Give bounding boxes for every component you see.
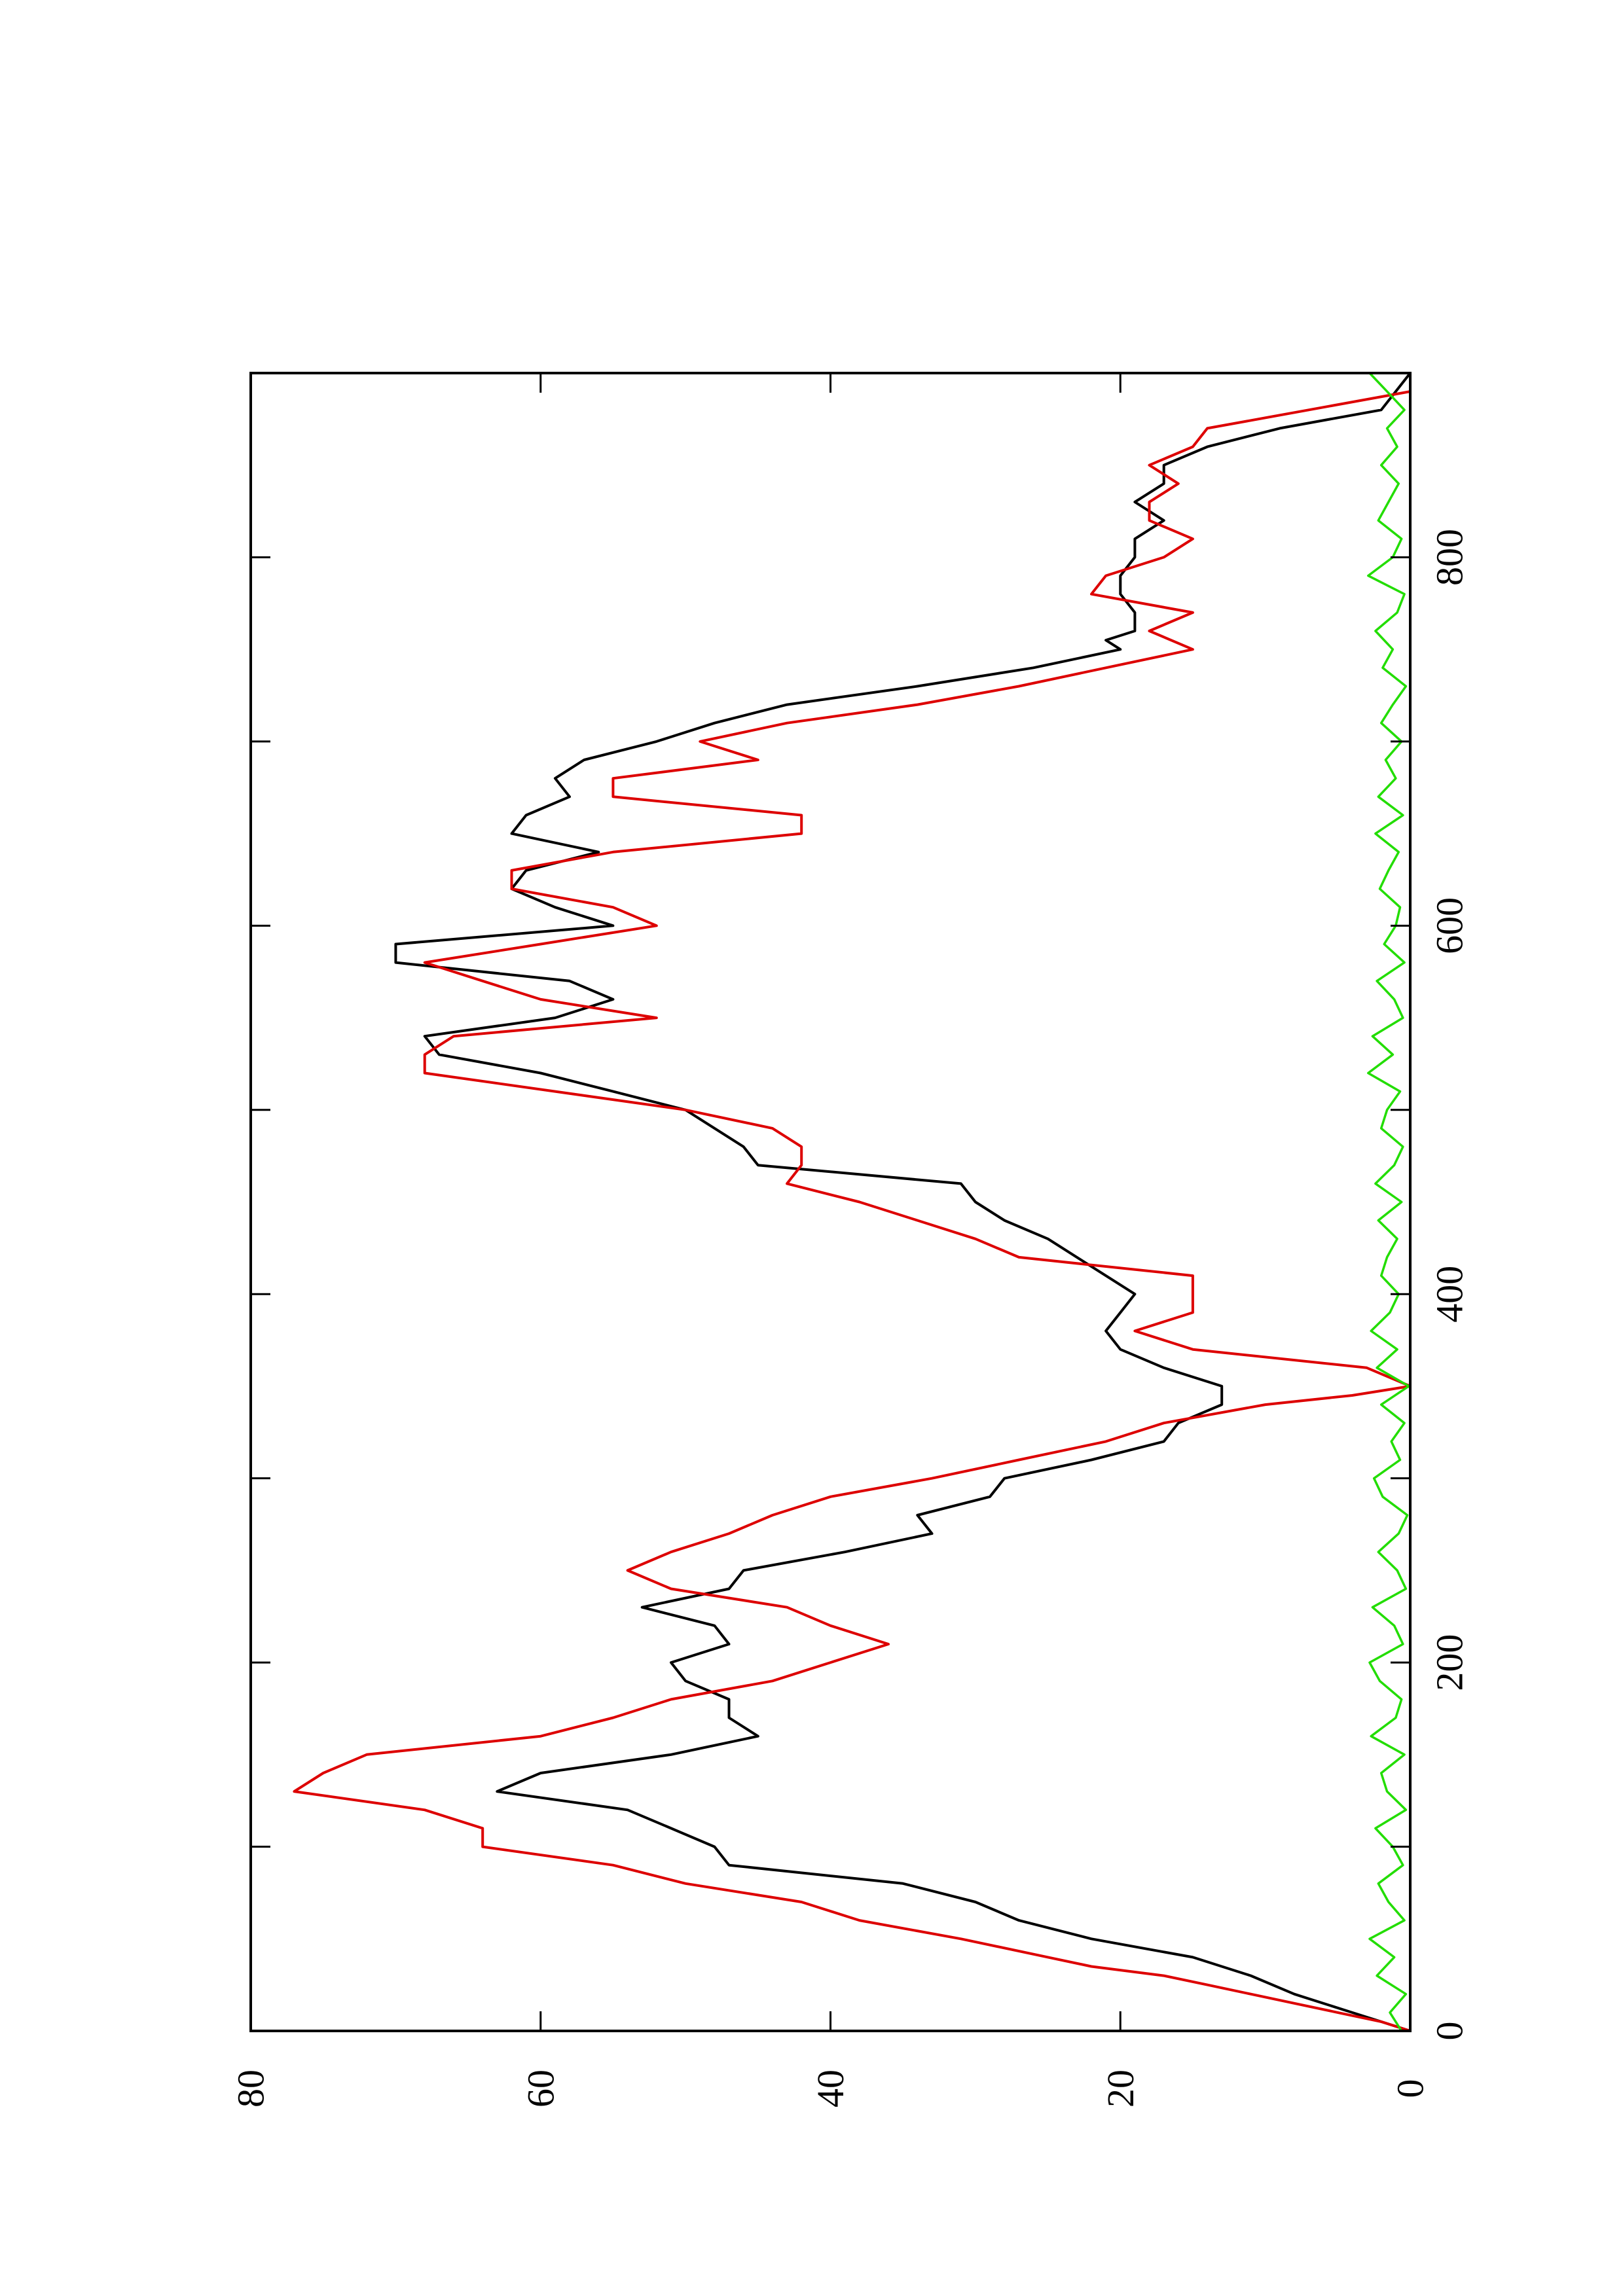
y-tick-label: 0 xyxy=(1389,2079,1432,2098)
series-line-red xyxy=(293,373,1412,2032)
x-tick-label: 800 xyxy=(1429,529,1471,586)
x-tick-label: 400 xyxy=(1429,1266,1471,1323)
y-tick-label: 40 xyxy=(809,2070,852,2108)
series-line-black xyxy=(394,372,1412,2032)
y-tick-label: 20 xyxy=(1099,2070,1142,2108)
x-tick-label: 0 xyxy=(1429,2022,1471,2041)
y-tick-label: 80 xyxy=(230,2070,272,2108)
x-tick-label: 200 xyxy=(1429,1634,1471,1691)
y-tick-label: 60 xyxy=(519,2070,562,2108)
x-tick-label: 600 xyxy=(1429,897,1471,954)
series-line-green xyxy=(1367,372,1410,2032)
series-group xyxy=(293,372,1412,2032)
axes: 0 200 400 600 800 0 20 40 60 80 xyxy=(230,373,1471,2108)
